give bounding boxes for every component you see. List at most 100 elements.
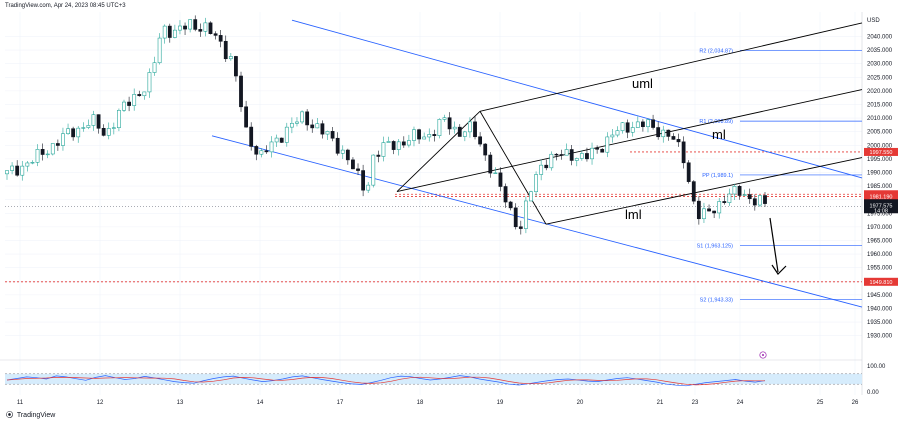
candle-body bbox=[132, 94, 137, 106]
candle-body bbox=[101, 127, 106, 136]
time-tick-label: 23 bbox=[692, 400, 699, 406]
candle-body bbox=[335, 137, 340, 154]
candle-body bbox=[412, 129, 416, 141]
candle-body bbox=[300, 111, 304, 123]
candle-body bbox=[457, 126, 462, 137]
candle-body bbox=[523, 200, 528, 229]
candle-body bbox=[427, 134, 432, 138]
candle-body bbox=[55, 143, 60, 146]
candle-body bbox=[66, 128, 70, 134]
candle-body bbox=[529, 191, 533, 202]
candle-body bbox=[549, 153, 554, 169]
candle-body bbox=[376, 154, 381, 157]
candle-body bbox=[661, 129, 666, 138]
tradingview-logo-icon: ⦿ bbox=[6, 412, 13, 419]
candle-body bbox=[646, 119, 650, 128]
candle-body bbox=[564, 149, 569, 156]
candle-body bbox=[630, 127, 635, 133]
level-tag-label: 1981.190 bbox=[870, 194, 893, 200]
fork-leg-line bbox=[479, 111, 547, 225]
candle-body bbox=[559, 154, 564, 156]
price-tick-label: 2020.000 bbox=[867, 89, 893, 95]
candle-body bbox=[167, 25, 172, 38]
price-tick-label: 1930.000 bbox=[867, 334, 893, 340]
time-tick-label: 19 bbox=[497, 400, 504, 406]
candle-body bbox=[198, 29, 203, 32]
candle-body bbox=[569, 149, 574, 161]
candle-body bbox=[437, 119, 442, 136]
candle-body bbox=[223, 40, 228, 60]
candle-body bbox=[432, 134, 437, 136]
candle-body bbox=[20, 165, 25, 176]
time-tick-label: 17 bbox=[337, 400, 344, 406]
candle-body bbox=[137, 94, 142, 97]
candle-body bbox=[447, 117, 452, 130]
candlestick-series bbox=[5, 15, 767, 235]
price-tick-label: 1995.000 bbox=[867, 157, 893, 163]
candle-body bbox=[468, 121, 472, 133]
pivot-label: R2 (2,034.87) bbox=[699, 48, 733, 54]
pivot-label: S1 (1,963.125) bbox=[697, 244, 734, 250]
price-tick-label: 2040.000 bbox=[867, 34, 893, 40]
horizontal-levels bbox=[5, 151, 862, 283]
candle-body bbox=[641, 121, 645, 128]
candle-body bbox=[213, 33, 218, 36]
candle-body bbox=[5, 170, 9, 175]
candle-body bbox=[574, 158, 579, 161]
tradingview-brand[interactable]: ⦿ TradingView bbox=[6, 410, 55, 420]
candle-body bbox=[600, 148, 605, 153]
candle-body bbox=[462, 131, 467, 137]
candle-body bbox=[96, 114, 101, 129]
candle-body bbox=[498, 172, 503, 187]
candle-body bbox=[722, 201, 727, 203]
rsi-ma-line bbox=[6, 376, 765, 386]
candle-body bbox=[106, 128, 111, 136]
candle-body bbox=[752, 198, 757, 206]
candle-body bbox=[763, 195, 767, 204]
candle-body bbox=[391, 141, 396, 150]
candle-body bbox=[269, 141, 274, 153]
time-tick-label: 18 bbox=[417, 400, 424, 406]
pivot-label: S2 (1,943.33) bbox=[700, 297, 733, 303]
time-tick-label: 26 bbox=[852, 400, 859, 406]
pivot-levels: R2 (2,034.87) R1 (2,008.89) PP (1,989.1) S1… bbox=[697, 48, 862, 303]
candle-body bbox=[157, 37, 162, 64]
rsi-pane: 100.00 0.00 bbox=[5, 364, 886, 396]
candle-body bbox=[483, 143, 488, 156]
candle-body bbox=[737, 185, 742, 196]
candle-body bbox=[691, 181, 696, 202]
price-tick-label: 2000.000 bbox=[867, 143, 893, 149]
candle-body bbox=[742, 194, 747, 196]
level-tag-label: 1997.550 bbox=[870, 150, 893, 156]
candle-body bbox=[610, 134, 615, 138]
candle-body bbox=[666, 129, 671, 137]
candle-body bbox=[127, 101, 131, 106]
price-tick-label: 1990.000 bbox=[867, 170, 893, 176]
candle-body bbox=[35, 149, 40, 163]
candle-body bbox=[503, 186, 508, 203]
candle-body bbox=[585, 153, 589, 160]
price-tick-label: 1940.000 bbox=[867, 306, 893, 312]
candle-body bbox=[473, 121, 477, 138]
candle-body bbox=[111, 127, 116, 129]
candle-body bbox=[203, 22, 208, 32]
fork-handle-line bbox=[396, 110, 481, 192]
chart-annotations: uml ml lml bbox=[625, 76, 726, 222]
candle-body bbox=[40, 149, 45, 155]
candle-body bbox=[381, 142, 386, 157]
candle-body bbox=[539, 164, 544, 175]
candle-body bbox=[234, 56, 238, 77]
candle-body bbox=[305, 111, 310, 126]
candle-body bbox=[361, 170, 366, 191]
indicator-alert-icon[interactable] bbox=[759, 351, 767, 359]
candle-body bbox=[417, 129, 421, 140]
candle-body bbox=[452, 126, 457, 130]
candle-body bbox=[61, 133, 65, 146]
time-tick-label: 20 bbox=[577, 400, 584, 406]
candle-body bbox=[228, 56, 233, 60]
level-tag-label: 1949.810 bbox=[870, 280, 893, 286]
annotation-uml: uml bbox=[632, 76, 653, 91]
candle-body bbox=[218, 35, 223, 42]
candle-body bbox=[590, 147, 594, 160]
